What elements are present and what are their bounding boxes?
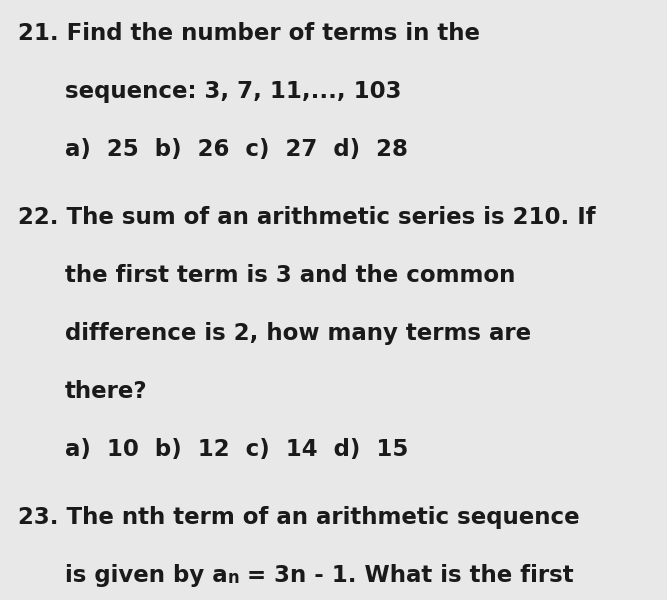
Text: a)  10  b)  12  c)  14  d)  15: a) 10 b) 12 c) 14 d) 15 — [65, 438, 408, 461]
Text: there?: there? — [65, 380, 147, 403]
Text: n: n — [227, 569, 239, 587]
Text: is given by a: is given by a — [65, 564, 227, 587]
Text: = 3n - 1. What is the first: = 3n - 1. What is the first — [239, 564, 574, 587]
Text: sequence: 3, 7, 11,..., 103: sequence: 3, 7, 11,..., 103 — [65, 80, 402, 103]
Text: 21. Find the number of terms in the: 21. Find the number of terms in the — [18, 22, 480, 45]
Text: 23. The nth term of an arithmetic sequence: 23. The nth term of an arithmetic sequen… — [18, 506, 580, 529]
Text: n: n — [227, 569, 239, 587]
Text: the first term is 3 and the common: the first term is 3 and the common — [65, 264, 516, 287]
Text: difference is 2, how many terms are: difference is 2, how many terms are — [65, 322, 531, 345]
Text: a)  25  b)  26  c)  27  d)  28: a) 25 b) 26 c) 27 d) 28 — [65, 138, 408, 161]
Text: is given by a: is given by a — [65, 564, 227, 587]
Text: 22. The sum of an arithmetic series is 210. If: 22. The sum of an arithmetic series is 2… — [18, 206, 596, 229]
